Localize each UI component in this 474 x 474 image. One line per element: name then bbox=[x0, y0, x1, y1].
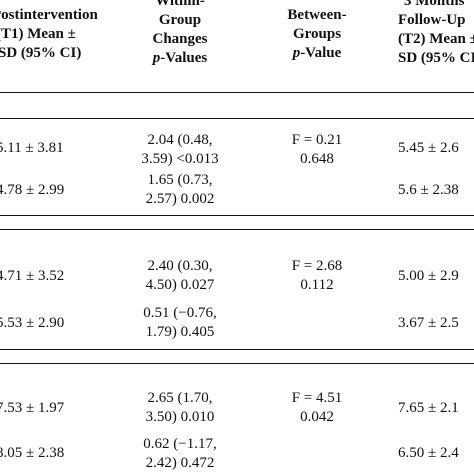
header-col3-value: -Value bbox=[300, 45, 342, 61]
cell-within-line1: 0.62 (−1.17, bbox=[143, 436, 217, 452]
cell-between-line1: F = 4.51 bbox=[291, 390, 343, 406]
cell-within-line1: 2.04 (0.48, bbox=[147, 132, 213, 148]
cell-within-line1: 1.65 (0.73, bbox=[147, 172, 213, 188]
cell-within-line2: 4.50) 0.027 bbox=[145, 277, 215, 293]
cell-within-line2: 2.42) 0.472 bbox=[145, 455, 215, 471]
header-col3-line2: Groups bbox=[292, 26, 342, 42]
header-col2-values: -Values bbox=[160, 50, 208, 66]
section-3-rule bbox=[0, 363, 474, 364]
cell-t2: 5.45 ± 2.6 bbox=[398, 140, 459, 156]
section-2-rule bbox=[0, 229, 474, 230]
cell-t1: 8.05 ± 2.38 bbox=[0, 445, 65, 461]
header-col4-line4: SD (95% CI) bbox=[398, 50, 474, 66]
header-col1-line2: (T1) Mean ± bbox=[0, 26, 76, 42]
cell-t1: 7.53 ± 1.97 bbox=[0, 400, 65, 416]
cell-within-line2: 3.50) 0.010 bbox=[145, 409, 215, 425]
cell-t1: 5.11 ± 3.81 bbox=[0, 140, 64, 156]
section-2-rule-top bbox=[0, 215, 474, 216]
cell-t2: 5.00 ± 2.9 bbox=[398, 268, 459, 284]
cell-t2: 3.67 ± 2.5 bbox=[398, 315, 459, 331]
cell-t1: 5.53 ± 2.90 bbox=[0, 315, 65, 331]
header-col1-line3: SD (95% CI) bbox=[0, 45, 82, 61]
header-col4-line3: (T2) Mean ± bbox=[398, 31, 474, 47]
cell-t2: 5.6 ± 2.38 bbox=[398, 182, 459, 198]
header-col3-line3: p-Value bbox=[262, 44, 372, 63]
header-col2-line3: Changes bbox=[152, 31, 208, 47]
header-col2-p: p bbox=[152, 50, 161, 66]
cell-within-line2: 1.79) 0.405 bbox=[145, 324, 215, 340]
cell-t2: 7.65 ± 2.1 bbox=[398, 400, 459, 416]
cell-t1: 4.71 ± 3.52 bbox=[0, 268, 65, 284]
section-3-rule-top bbox=[0, 349, 474, 350]
cell-within-line1: 2.65 (1.70, bbox=[147, 390, 213, 406]
cell-t2: 6.50 ± 2.4 bbox=[398, 445, 459, 461]
header-col2-line2: Group bbox=[158, 12, 202, 28]
cell-between-line2: 0.042 bbox=[300, 409, 334, 425]
cell-within-line2: 2.57) 0.002 bbox=[145, 191, 215, 207]
header-col2-line4: p-Values bbox=[120, 49, 240, 68]
cell-within-line1: 0.51 (−0.76, bbox=[143, 305, 217, 321]
cell-within-line1: 2.40 (0.30, bbox=[147, 258, 213, 274]
header-col2-line1: Within- bbox=[155, 0, 205, 9]
cell-between-line2: 0.112 bbox=[300, 277, 334, 293]
header-col4-line2: Follow-Up bbox=[398, 12, 466, 28]
header-col4-line1: 3 Months bbox=[404, 0, 465, 9]
cell-within-line2: 3.59) <0.013 bbox=[141, 151, 219, 167]
cell-between-line1: F = 0.21 bbox=[291, 132, 343, 148]
header-rule bbox=[0, 92, 474, 93]
cell-t1: 4.78 ± 2.99 bbox=[0, 182, 65, 198]
header-col3-line1: Between- bbox=[287, 7, 347, 23]
header-col1-line1: Postintervention bbox=[0, 7, 98, 23]
header-col3-p: p bbox=[292, 45, 301, 61]
cell-between-line1: F = 2.68 bbox=[291, 258, 343, 274]
section-1-rule bbox=[0, 118, 474, 119]
cell-between-line2: 0.648 bbox=[300, 151, 334, 167]
